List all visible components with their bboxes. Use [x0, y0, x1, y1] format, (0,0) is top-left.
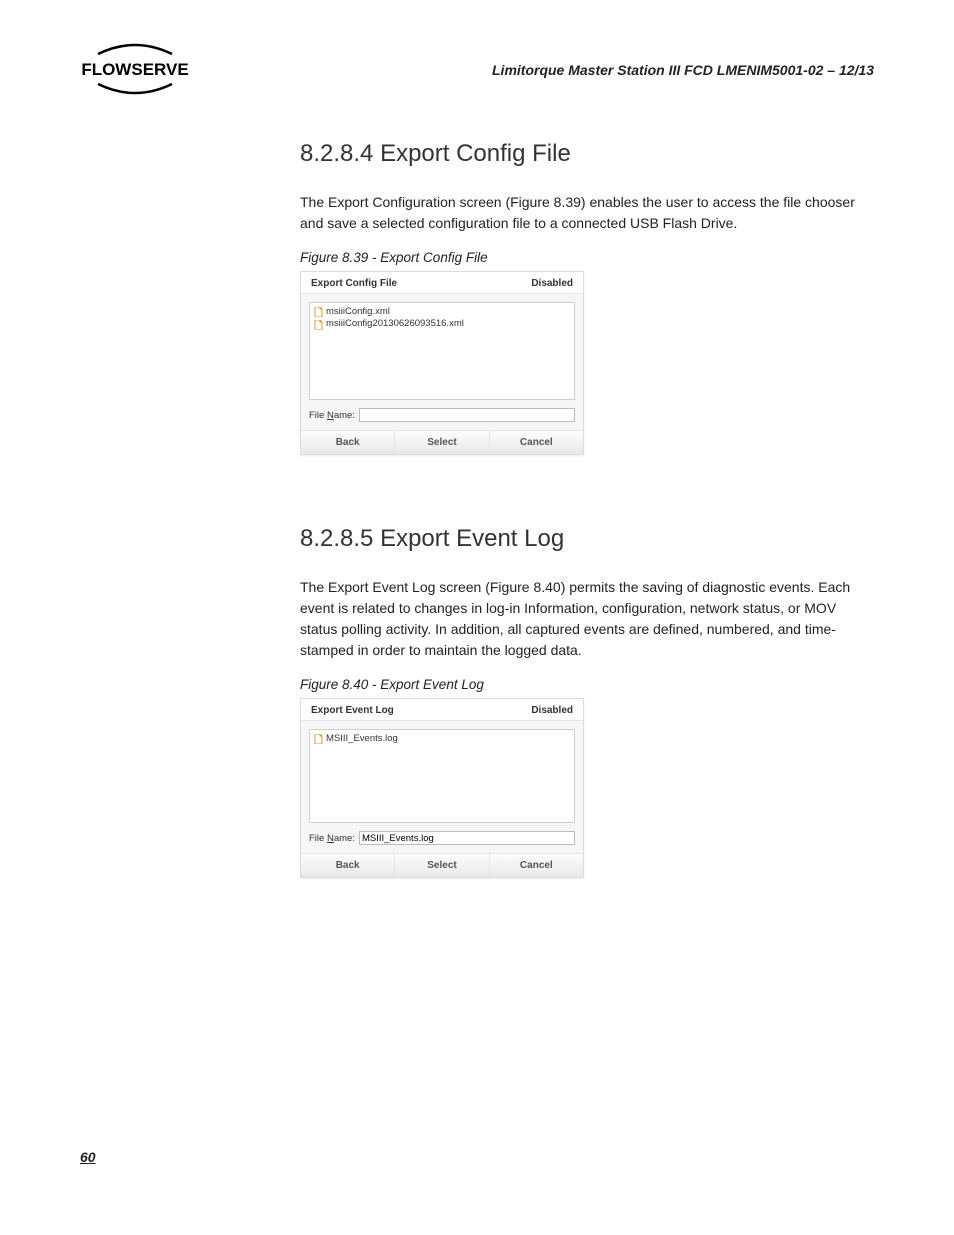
logo: FLOWSERVE — [80, 42, 190, 101]
file-name: msiiiConfig20130626093516.xml — [326, 318, 464, 330]
section-body-2: The Export Event Log screen (Figure 8.40… — [300, 577, 874, 661]
dialog-status: Disabled — [531, 705, 573, 716]
document-header: Limitorque Master Station III FCD LMENIM… — [492, 62, 874, 78]
page-number: 60 — [80, 1149, 96, 1165]
figure-caption-839: Figure 8.39 - Export Config File — [300, 250, 874, 265]
logo-text: FLOWSERVE — [81, 60, 188, 79]
file-icon — [314, 734, 324, 744]
dialog-title: Export Config File — [311, 278, 397, 289]
filename-input[interactable] — [359, 408, 575, 422]
file-name: MSIII_Events.log — [326, 733, 398, 745]
section-heading-export-event-log: 8.2.8.5 Export Event Log — [300, 525, 874, 553]
section-body-1: The Export Configuration screen (Figure … — [300, 192, 874, 234]
back-button[interactable]: Back — [301, 854, 395, 877]
file-icon — [314, 307, 324, 317]
dialog-status: Disabled — [531, 278, 573, 289]
file-item[interactable]: MSIII_Events.log — [314, 733, 570, 745]
section-heading-export-config: 8.2.8.4 Export Config File — [300, 140, 874, 168]
cancel-button[interactable]: Cancel — [490, 854, 583, 877]
filename-input[interactable] — [359, 831, 575, 845]
file-name: msiiiConfig.xml — [326, 306, 390, 318]
filename-label: File Name: — [309, 410, 355, 421]
file-icon — [314, 320, 324, 330]
figure-caption-840: Figure 8.40 - Export Event Log — [300, 677, 874, 692]
select-button[interactable]: Select — [395, 431, 489, 454]
file-item[interactable]: msiiiConfig.xml — [314, 306, 570, 318]
dialog-title: Export Event Log — [311, 705, 394, 716]
filename-label: File Name: — [309, 833, 355, 844]
back-button[interactable]: Back — [301, 431, 395, 454]
file-list[interactable]: MSIII_Events.log — [309, 729, 575, 823]
export-event-log-dialog: Export Event Log Disabled MSIII_Events.l… — [300, 698, 584, 878]
file-list[interactable]: msiiiConfig.xml msiiiConfig2013062609351… — [309, 302, 575, 400]
select-button[interactable]: Select — [395, 854, 489, 877]
file-item[interactable]: msiiiConfig20130626093516.xml — [314, 318, 570, 330]
export-config-dialog: Export Config File Disabled msiiiConfig.… — [300, 271, 584, 455]
cancel-button[interactable]: Cancel — [490, 431, 583, 454]
